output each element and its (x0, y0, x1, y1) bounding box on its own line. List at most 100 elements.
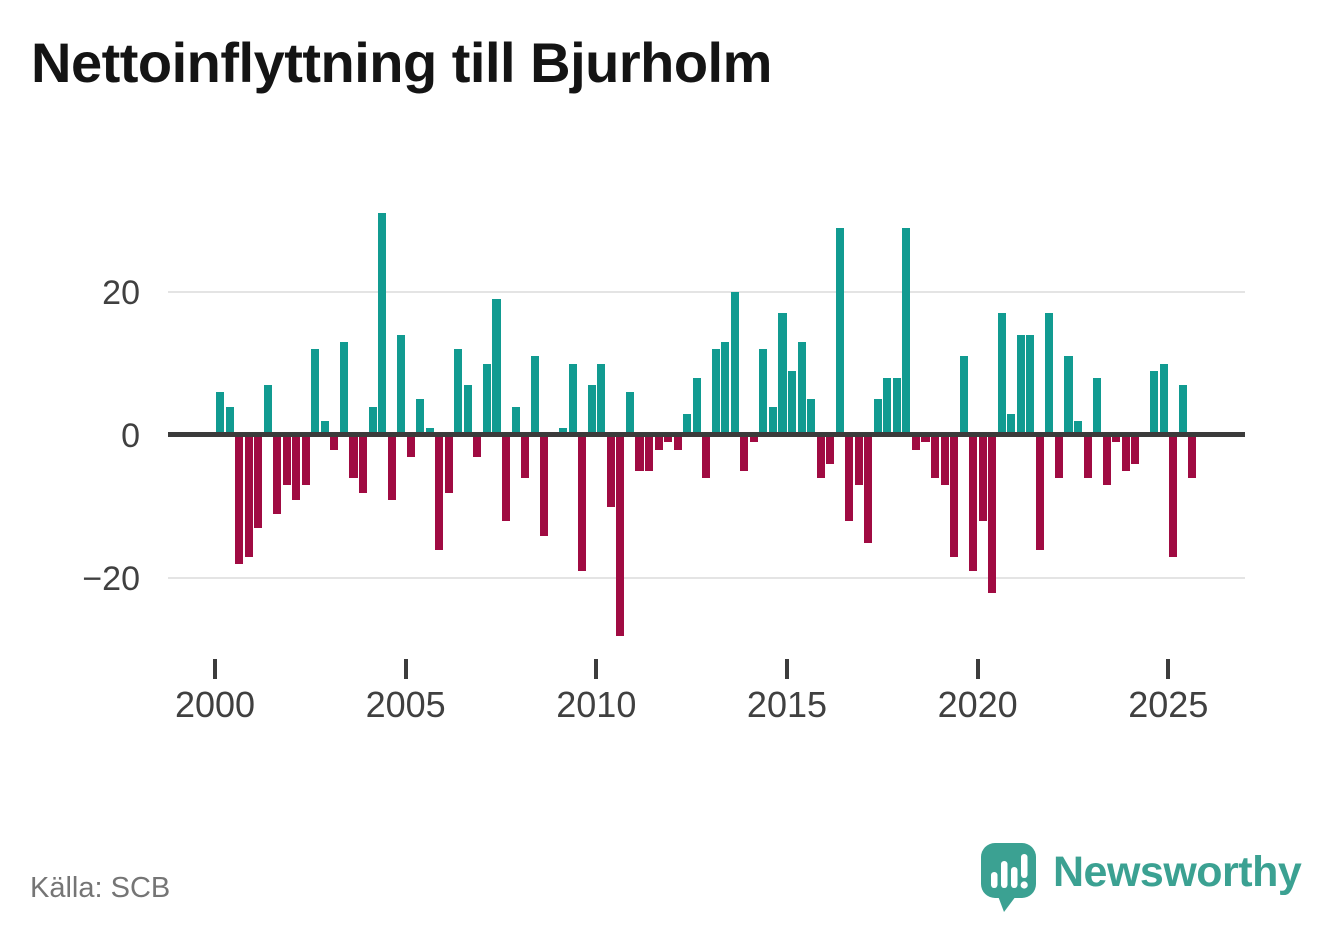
bar (425, 428, 434, 436)
bar (578, 435, 587, 572)
bar (892, 377, 901, 436)
bar (416, 399, 425, 436)
bar (749, 435, 758, 443)
bar (1064, 356, 1073, 436)
bar (1045, 313, 1054, 436)
bar (635, 435, 644, 472)
bar (540, 435, 549, 536)
bar (216, 392, 225, 436)
x-tick-label: 2015 (746, 684, 828, 725)
bar (244, 435, 253, 557)
source-caption: Källa: SCB (30, 872, 171, 904)
bar (826, 435, 835, 464)
bar (683, 413, 692, 436)
bar (1169, 435, 1178, 557)
bar (873, 399, 882, 436)
x-tick-label: 2005 (365, 684, 446, 725)
x-tick-mark (975, 659, 980, 679)
y-tick-label-0: 0 (121, 417, 140, 455)
bar (349, 435, 358, 479)
bar (740, 435, 749, 472)
bar (587, 385, 596, 436)
bar (654, 435, 663, 450)
bar (911, 435, 920, 450)
x-tick-label: 2025 (1128, 684, 1209, 725)
bar (988, 435, 997, 593)
bar (521, 435, 530, 479)
bar (759, 349, 768, 436)
x-tick-label: 2020 (937, 684, 1018, 725)
gridline-plus20 (168, 291, 1245, 293)
bar (1083, 435, 1092, 479)
bar (311, 349, 320, 436)
y-tick-label-minus20: −20 (82, 560, 140, 598)
zero-axis-line (168, 432, 1245, 437)
x-tick-mark (784, 659, 789, 679)
bar (950, 435, 959, 557)
bar (254, 435, 263, 529)
bar (358, 435, 368, 493)
bar (854, 435, 863, 486)
bar (1093, 377, 1102, 436)
bar (797, 342, 806, 436)
bar (320, 420, 329, 436)
bar (1112, 435, 1121, 443)
bar (1150, 370, 1159, 436)
bar (997, 313, 1006, 436)
newsworthy-logo-icon (981, 843, 1036, 912)
bar (1159, 363, 1168, 436)
bar (692, 377, 701, 436)
bar (444, 435, 453, 493)
bar (616, 435, 625, 636)
bar (597, 363, 606, 436)
bar (397, 334, 406, 436)
page-title: Nettoinflyttning till Bjurholm (31, 31, 772, 94)
bar (778, 313, 787, 436)
bar (969, 435, 978, 572)
bar (664, 435, 673, 443)
bar (1007, 413, 1016, 436)
bar (301, 435, 310, 486)
x-tick-mark (213, 659, 217, 679)
bar (702, 435, 711, 479)
bar (454, 349, 463, 436)
bar (730, 292, 739, 436)
x-tick-mark (594, 659, 599, 679)
bar (816, 435, 825, 479)
bar (1016, 334, 1025, 436)
bar (787, 370, 797, 436)
bar (292, 435, 301, 500)
bar (1188, 435, 1197, 479)
bar (482, 363, 492, 436)
bar (1121, 435, 1130, 472)
bar (473, 435, 482, 457)
bar (263, 385, 272, 436)
x-tick-mark (403, 659, 408, 679)
bar (959, 356, 968, 436)
bar (435, 435, 444, 550)
bar (559, 428, 568, 436)
bar (721, 342, 730, 436)
bar (368, 406, 377, 436)
bar (902, 227, 911, 436)
bar (807, 399, 816, 436)
bar (1054, 435, 1063, 479)
bar (921, 435, 930, 443)
bar (339, 342, 349, 436)
bar (501, 435, 511, 522)
bar (978, 435, 987, 522)
bar (625, 392, 634, 436)
bar (930, 435, 940, 479)
bar (568, 363, 577, 436)
bar (1073, 420, 1083, 436)
bar (845, 435, 854, 522)
bar (235, 435, 244, 565)
bar (378, 213, 387, 436)
newsworthy-logo[interactable]: Newsworthy (980, 842, 1302, 912)
x-tick-label: 2010 (556, 684, 637, 725)
bar (282, 435, 291, 486)
bar (673, 435, 682, 450)
bar (225, 406, 234, 436)
bar (883, 377, 892, 436)
